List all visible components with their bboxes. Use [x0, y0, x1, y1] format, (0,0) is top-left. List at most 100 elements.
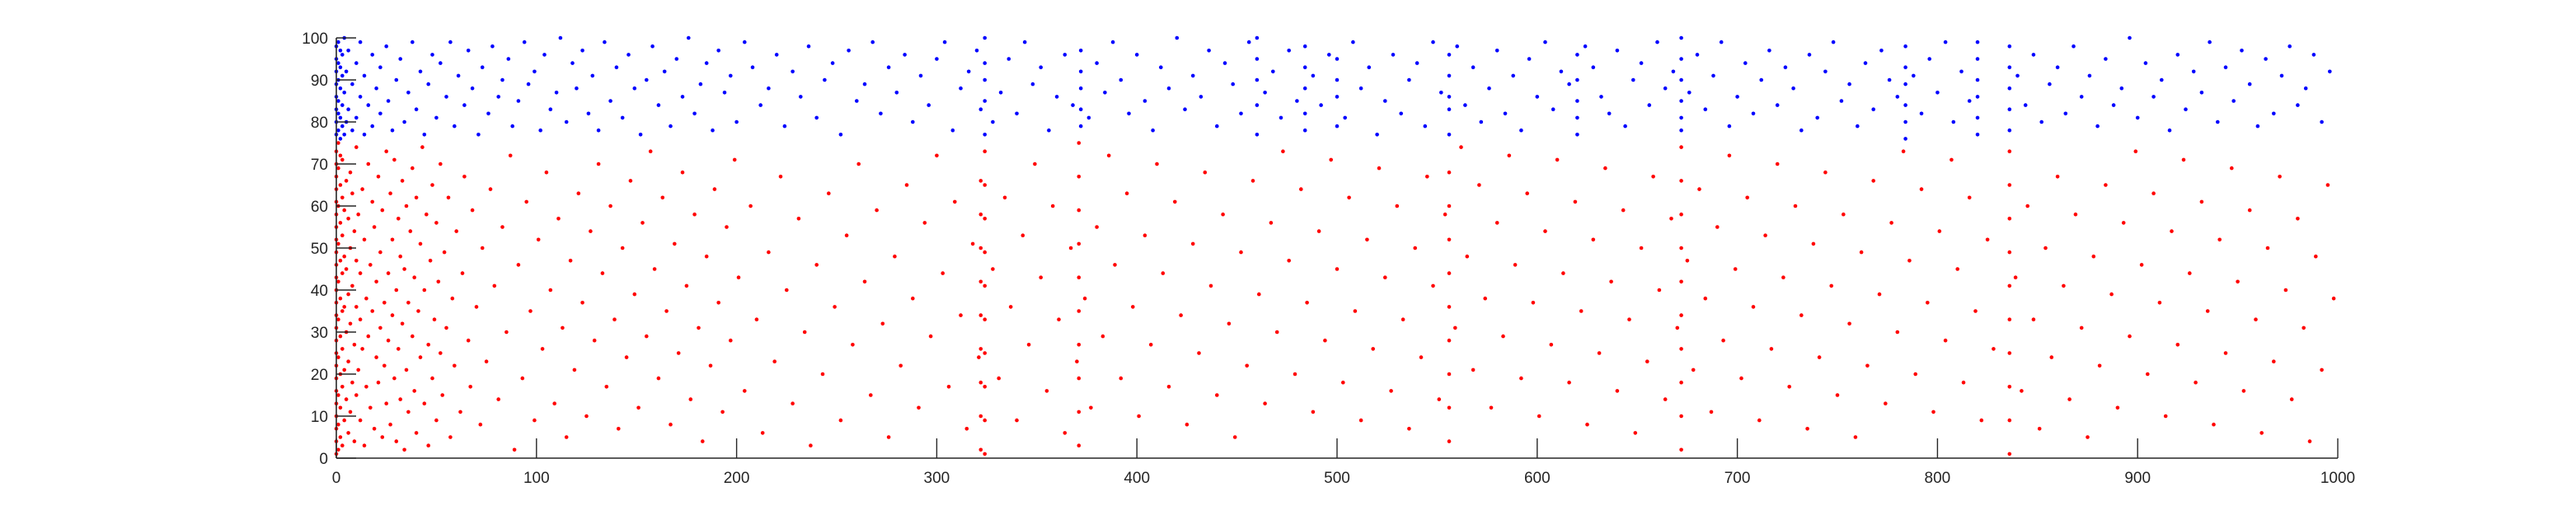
scatter-point — [1903, 137, 1907, 141]
scatter-point — [434, 418, 439, 423]
scatter-point — [1447, 439, 1452, 443]
scatter-point — [338, 259, 343, 263]
scatter-point — [820, 372, 825, 377]
x-tick-label: 400 — [1124, 470, 1150, 487]
scatter-point — [1535, 95, 1540, 99]
scatter-point — [1255, 57, 1260, 61]
scatter-point — [370, 53, 375, 57]
scatter-point — [2255, 124, 2260, 129]
scatter-point — [340, 233, 345, 238]
scatter-point — [1477, 183, 1481, 187]
scatter-point — [1299, 187, 1303, 191]
scatter-point — [648, 149, 653, 153]
scatter-point — [2208, 40, 2212, 44]
scatter-point — [875, 208, 879, 213]
scatter-point — [946, 385, 951, 389]
x-tick-label: 300 — [924, 470, 950, 487]
scatter-point — [358, 95, 363, 99]
scatter-point — [428, 259, 433, 263]
scatter-point — [2023, 103, 2028, 107]
scatter-point — [2302, 325, 2306, 330]
scatter-point — [2328, 69, 2332, 74]
scatter-point — [620, 115, 625, 120]
scatter-point — [430, 53, 434, 57]
scatter-point — [338, 296, 343, 301]
scatter-point — [2007, 452, 2012, 456]
scatter-point — [869, 393, 873, 397]
scatter-point — [1335, 95, 1340, 99]
scatter-point — [1895, 330, 1900, 335]
scatter-point — [1579, 309, 1584, 313]
scatter-point — [2163, 414, 2168, 419]
scatter-point — [378, 111, 382, 116]
scatter-point — [1847, 82, 1851, 87]
scatter-point — [927, 103, 931, 107]
scatter-point — [1423, 124, 1428, 129]
y-tick-label: 100 — [302, 30, 328, 48]
scatter-point — [374, 86, 378, 91]
scatter-point — [2007, 65, 2012, 69]
y-tick-label: 0 — [319, 451, 328, 468]
scatter-point — [2325, 183, 2330, 187]
scatter-point — [1447, 405, 1452, 410]
scatter-point — [354, 61, 359, 65]
scatter-point — [722, 91, 727, 95]
scatter-point — [1679, 246, 1683, 250]
scatter-point — [1679, 179, 1683, 183]
scatter-point — [440, 393, 444, 397]
scatter-point — [338, 221, 343, 225]
scatter-point — [1077, 376, 1082, 381]
scatter-point — [468, 385, 472, 389]
scatter-point — [426, 443, 430, 447]
scatter-point — [1591, 237, 1596, 242]
scatter-point — [575, 86, 579, 91]
scatter-point — [386, 99, 391, 103]
scatter-point — [1703, 296, 1708, 301]
scatter-point — [556, 217, 561, 221]
scatter-point — [760, 431, 765, 435]
scatter-point — [1775, 103, 1780, 107]
scatter-point — [2104, 57, 2108, 61]
scatter-point — [1763, 233, 1767, 238]
scatter-point — [1375, 133, 1379, 137]
scatter-point — [856, 162, 861, 166]
scatter-point — [983, 250, 987, 255]
scatter-point — [1316, 229, 1321, 233]
scatter-point — [402, 447, 406, 452]
scatter-point — [388, 422, 392, 427]
scatter-point — [894, 91, 899, 95]
scatter-point — [838, 133, 843, 137]
scatter-point — [1961, 380, 1966, 385]
scatter-point — [922, 221, 927, 225]
x-tick-label: 100 — [523, 470, 550, 487]
scatter-point — [729, 338, 733, 343]
scatter-point — [1743, 61, 1748, 65]
scatter-point — [338, 115, 343, 120]
scatter-point — [904, 183, 909, 187]
scatter-point — [2272, 359, 2276, 364]
scatter-point — [1703, 107, 1708, 111]
scatter-point — [2007, 107, 2012, 111]
scatter-point — [1447, 237, 1452, 242]
scatter-point — [978, 179, 983, 183]
scatter-point — [500, 225, 504, 229]
scatter-point — [338, 405, 343, 410]
scatter-point — [1691, 368, 1696, 372]
scatter-point — [1936, 91, 1940, 95]
scatter-point — [448, 435, 453, 439]
scatter-point — [370, 199, 375, 204]
scatter-point — [370, 124, 375, 129]
scatter-point — [725, 225, 729, 229]
scatter-point — [2272, 111, 2276, 116]
scatter-point — [1679, 145, 1683, 149]
scatter-point — [1302, 128, 1307, 133]
scatter-point — [374, 355, 378, 359]
scatter-point — [855, 99, 859, 103]
scatter-point — [486, 111, 490, 116]
scatter-point — [767, 250, 771, 255]
scatter-point — [378, 65, 382, 69]
scatter-point — [520, 376, 525, 381]
scatter-point — [1853, 435, 1858, 439]
scatter-point — [2191, 69, 2196, 74]
scatter-point — [734, 119, 739, 124]
